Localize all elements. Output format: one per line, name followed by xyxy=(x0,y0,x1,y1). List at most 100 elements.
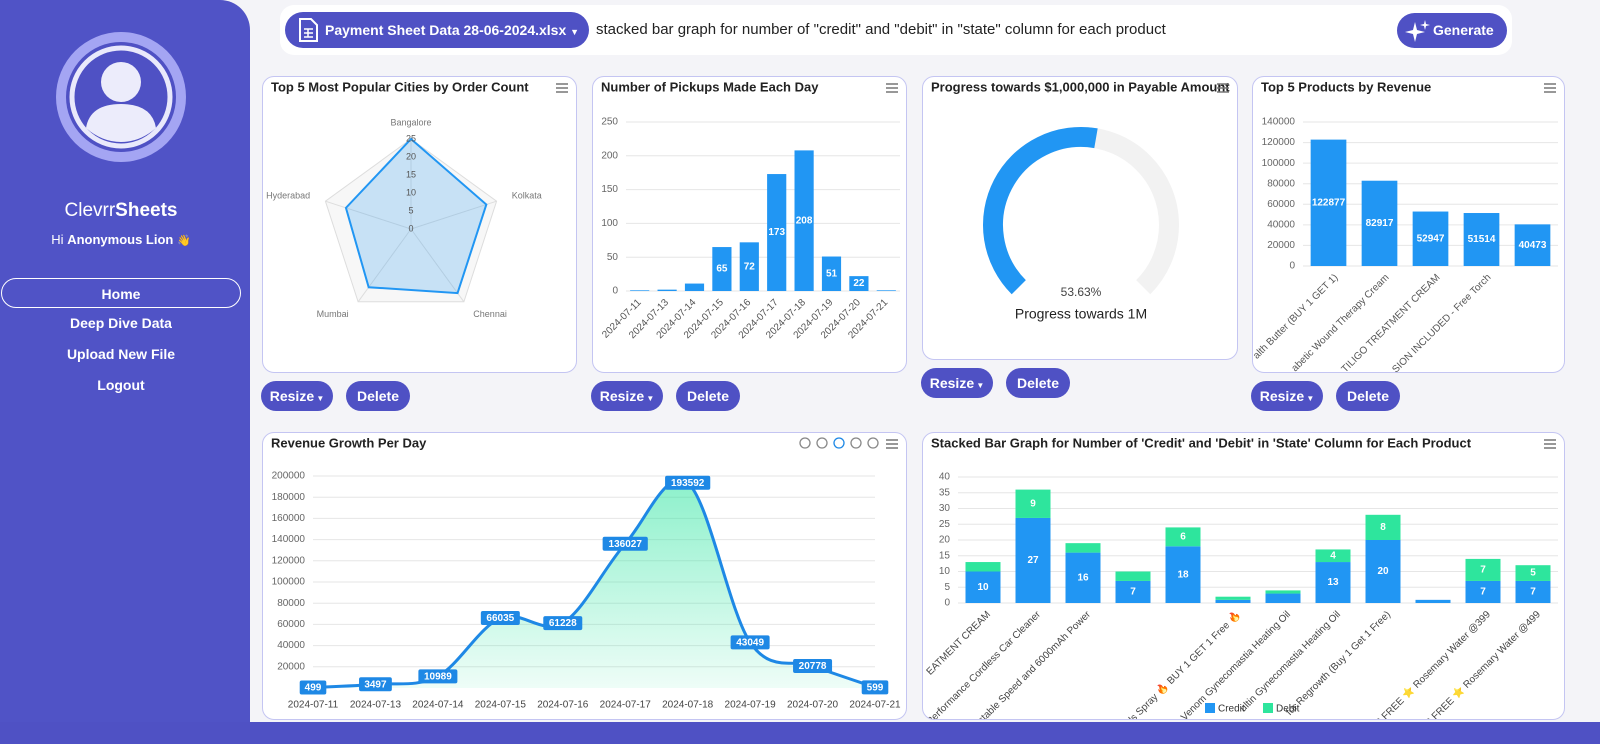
value-label: 208 xyxy=(796,215,813,226)
value-label: 51 xyxy=(826,268,838,279)
x-tick-label: 2024-07-20 xyxy=(787,700,839,711)
y-tick-label: 160000 xyxy=(272,513,306,524)
nav-home[interactable]: Home xyxy=(1,278,241,308)
bar xyxy=(767,174,787,291)
greeting-text: Hi xyxy=(51,232,64,247)
x-tick-label: 2024-07-11 xyxy=(288,700,339,711)
delete-button[interactable]: Delete xyxy=(1336,381,1400,411)
generate-button[interactable]: Generate xyxy=(1397,13,1507,48)
nav-logout[interactable]: Logout xyxy=(97,377,145,393)
bar xyxy=(1463,213,1500,266)
x-tick-label: for Regrowth (Buy 1 Get 1 Free) xyxy=(1284,609,1393,718)
y-tick-label: 60000 xyxy=(1267,199,1295,210)
resize-button[interactable]: Resize ▼ xyxy=(921,368,993,398)
y-tick-label: 100 xyxy=(601,218,618,229)
value-label-box xyxy=(793,658,833,673)
bar xyxy=(684,283,705,291)
delete-button[interactable]: Delete xyxy=(1006,368,1070,398)
y-tick-label: 250 xyxy=(601,117,618,128)
legend-label: Credit xyxy=(1218,704,1245,715)
tool-icon[interactable] xyxy=(799,437,811,449)
bar xyxy=(821,256,842,291)
resize-button[interactable]: Resize ▼ xyxy=(261,381,333,411)
category-label: Chennai xyxy=(473,309,507,319)
value-label-box xyxy=(543,616,583,631)
y-tick-label: 150 xyxy=(601,184,618,195)
resize-button[interactable]: Resize ▼ xyxy=(591,381,663,411)
legend-label: Debit xyxy=(1276,704,1300,715)
x-tick-label: 2024-07-17 xyxy=(600,700,652,711)
value-label: 20 xyxy=(1377,566,1389,577)
bar xyxy=(712,247,732,291)
tool-icon[interactable] xyxy=(850,437,862,449)
x-tick-label: 2024-07-21 xyxy=(849,700,901,711)
delete-button[interactable]: Delete xyxy=(346,381,410,411)
value-label: 20778 xyxy=(799,661,827,672)
toolbar[interactable] xyxy=(799,437,879,449)
y-tick-label: 50 xyxy=(607,252,619,263)
bar xyxy=(657,289,677,291)
chart-title: Revenue Growth Per Day xyxy=(271,435,427,450)
bar-segment xyxy=(1465,580,1501,603)
file-select[interactable]: Payment Sheet Data 28-06-2024.xlsx ▼ xyxy=(285,12,589,48)
chart-card: Top 5 Products by Revenue 0 20000 40000 6000… xyxy=(1252,76,1565,373)
y-tick-label: 40 xyxy=(939,472,951,483)
menu-icon[interactable] xyxy=(886,83,898,93)
y-tick-label: 20000 xyxy=(1267,240,1295,251)
value-label: 7 xyxy=(1530,587,1536,598)
brand-first: Clevrr xyxy=(64,200,116,221)
y-tick-label: 200000 xyxy=(272,471,306,482)
y-tick-label: 120000 xyxy=(1262,137,1296,148)
avatar xyxy=(56,32,186,162)
tool-icon[interactable] xyxy=(816,437,828,449)
file-name: Payment Sheet Data 28-06-2024.xlsx xyxy=(325,22,567,38)
bar-segment xyxy=(1465,558,1501,581)
bar-segment xyxy=(1165,546,1201,603)
bar xyxy=(630,290,650,291)
delete-button[interactable]: Delete xyxy=(676,381,740,411)
y-tick-label: 15 xyxy=(939,550,951,561)
resize-button[interactable]: Resize ▼ xyxy=(1251,381,1323,411)
chart-title: Stacked Bar Graph for Number of 'Credit'… xyxy=(931,435,1472,450)
y-tick-label: 100000 xyxy=(1262,158,1296,169)
menu-icon[interactable] xyxy=(1217,83,1229,93)
nav-upload[interactable]: Upload New File xyxy=(66,346,176,362)
wave: 👋 xyxy=(177,235,191,247)
bar-segment xyxy=(1215,599,1251,603)
value-label-box xyxy=(602,536,648,551)
bar-segment xyxy=(1415,599,1451,603)
menu-icon[interactable] xyxy=(556,83,568,93)
menu-icon[interactable] xyxy=(886,439,898,449)
value-label: 136027 xyxy=(609,539,643,550)
prompt-input[interactable]: stacked bar graph for number of "credit"… xyxy=(596,21,1166,38)
value-label-box xyxy=(861,680,889,695)
value-label: 193592 xyxy=(671,478,705,489)
bar-segment xyxy=(1515,565,1551,581)
bar xyxy=(849,276,869,291)
value-label: 18 xyxy=(1177,569,1189,580)
tool-icon[interactable] xyxy=(867,437,879,449)
greeting: Hi Anonymous Lion 👋 xyxy=(0,232,242,247)
menu-icon[interactable] xyxy=(1544,439,1556,449)
y-tick-label: 180000 xyxy=(272,492,306,503)
bar-segment xyxy=(1265,593,1301,603)
chart-card: Progress towards $1,000,000 in Payable A… xyxy=(922,76,1238,360)
y-tick-label: 80000 xyxy=(1267,178,1295,189)
bar-segment xyxy=(1015,517,1051,603)
tool-icon[interactable] xyxy=(833,437,845,449)
value-label: 82917 xyxy=(1366,218,1394,229)
nav-deep-dive[interactable]: Deep Dive Data xyxy=(70,315,172,331)
y-tick-label: 40000 xyxy=(277,640,305,651)
value-label: 173 xyxy=(768,227,785,238)
value-label: 52947 xyxy=(1417,233,1445,244)
x-tick-label: 2 FREE ⭐ Rosemary Water @399 xyxy=(1373,607,1494,719)
value-label: 3497 xyxy=(364,679,387,690)
menu-icon[interactable] xyxy=(1544,83,1556,93)
bar-segment xyxy=(1365,540,1401,603)
value-label: 40473 xyxy=(1519,240,1547,251)
value-label: 51514 xyxy=(1468,234,1496,245)
x-tick-label: 2024-07-13 xyxy=(350,700,402,711)
bar-segment xyxy=(965,571,1001,603)
value-label-box xyxy=(665,475,711,490)
